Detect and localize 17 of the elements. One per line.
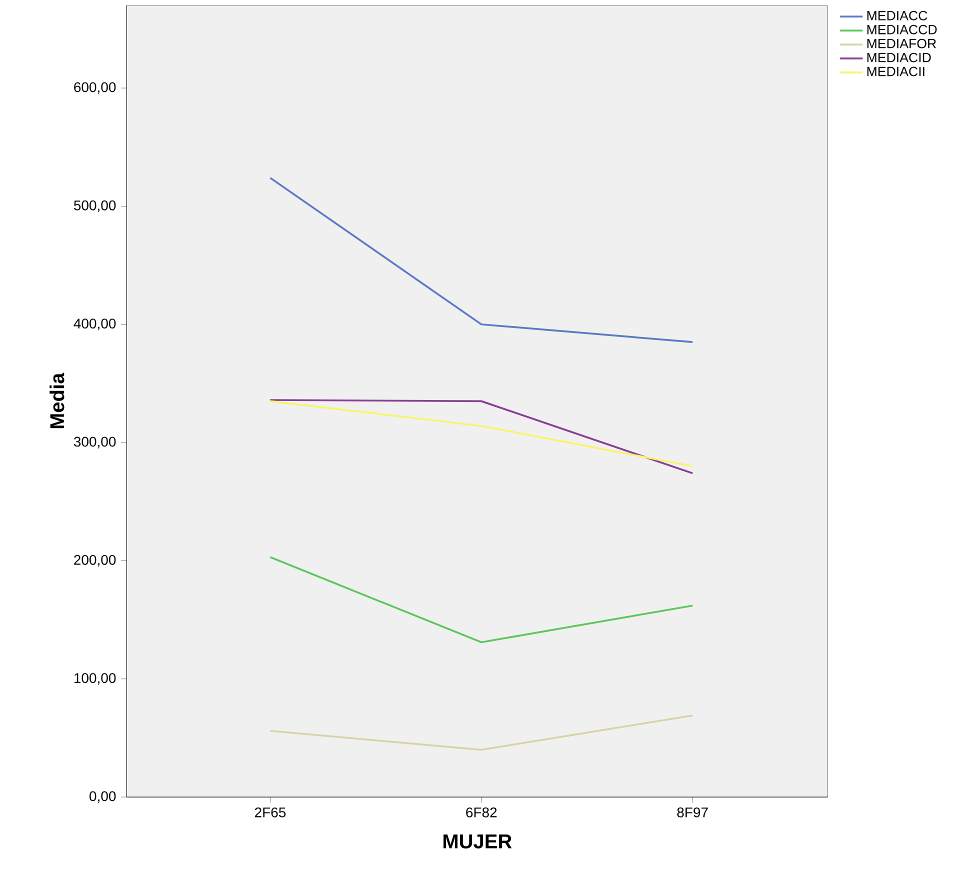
y-tick-label: 300,00	[74, 436, 116, 448]
x-tick-label: 6F82	[466, 808, 497, 818]
x-tick-label: 2F65	[254, 808, 286, 818]
y-tick-label: 100,00	[74, 673, 116, 685]
y-tick-label: 400,00	[74, 318, 116, 330]
y-tick-label: 0,00	[90, 791, 116, 803]
x-tick-label: 8F97	[677, 808, 708, 818]
x-axis-title: MUJER	[444, 834, 512, 849]
y-axis-title: Media	[50, 372, 64, 428]
legend-label: MEDIACII	[867, 66, 924, 76]
legend-label: MEDIACID	[867, 52, 931, 62]
legend-label: MEDIAFOR	[867, 39, 936, 48]
legend-label: MEDIACCD	[867, 25, 937, 34]
y-tick-label: 600,00	[74, 82, 116, 94]
y-tick-label: 200,00	[74, 555, 116, 567]
y-tick-label: 500,00	[74, 200, 116, 212]
legend-label: MEDIACC	[867, 11, 928, 21]
